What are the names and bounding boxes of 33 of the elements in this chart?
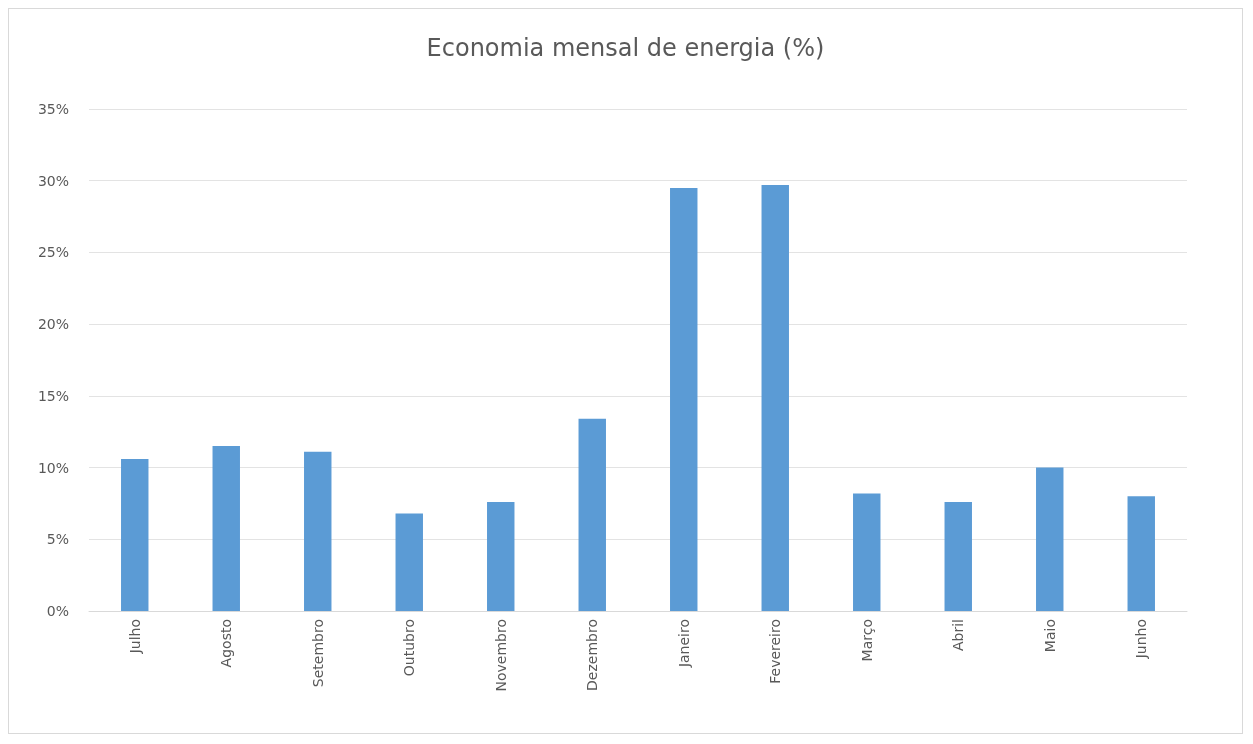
bar bbox=[304, 451, 332, 611]
y-tick-label: 35% bbox=[37, 101, 69, 117]
x-tick-label: Novembro bbox=[492, 619, 509, 692]
bar bbox=[670, 187, 698, 611]
y-tick-label: 5% bbox=[46, 531, 69, 548]
bar bbox=[1036, 467, 1064, 611]
x-tick-label: Abril bbox=[950, 619, 967, 651]
bar bbox=[761, 185, 789, 611]
x-tick-label: Setembro bbox=[309, 619, 326, 688]
x-tick-label: Outubro bbox=[401, 619, 418, 677]
bar bbox=[853, 493, 881, 611]
y-tick-label: 15% bbox=[37, 387, 69, 404]
bar bbox=[1127, 496, 1155, 611]
x-tick-label: Julho bbox=[126, 619, 143, 655]
bar bbox=[578, 418, 606, 611]
x-tick-label: Maio bbox=[1041, 619, 1058, 653]
y-tick-label: 10% bbox=[37, 459, 69, 476]
bar bbox=[487, 501, 515, 611]
bar bbox=[121, 458, 149, 611]
bar bbox=[944, 501, 972, 611]
y-tick-label: 25% bbox=[37, 244, 69, 261]
x-tick-label: Março bbox=[858, 619, 875, 662]
bar bbox=[212, 446, 240, 611]
x-tick-label: Janeiro bbox=[675, 619, 692, 669]
x-tick-label: Agosto bbox=[218, 619, 235, 668]
chart-title: Economia mensal de energia (%) bbox=[426, 34, 825, 62]
y-tick-label: 30% bbox=[37, 172, 69, 189]
x-tick-label: Fevereiro bbox=[767, 619, 784, 684]
y-tick-label: 20% bbox=[37, 316, 69, 333]
x-tick-label: Junho bbox=[1133, 619, 1150, 660]
x-tick-label: Dezembro bbox=[584, 619, 601, 691]
bar bbox=[395, 513, 423, 611]
y-tick-label: 0% bbox=[46, 603, 69, 619]
